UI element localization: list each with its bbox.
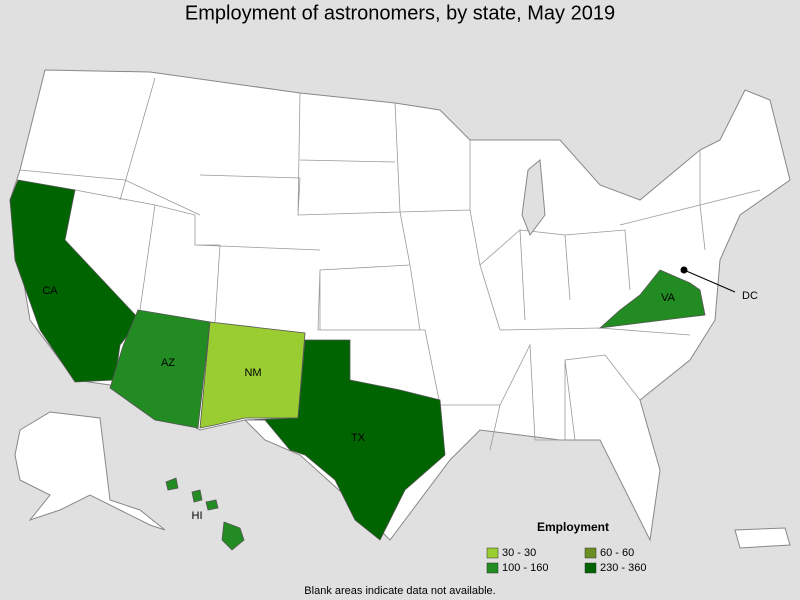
state-label: NM <box>244 367 261 379</box>
state-shape <box>221 521 245 551</box>
state-shape <box>165 477 179 491</box>
puerto-rico-outline <box>734 527 791 549</box>
state-label: CA <box>42 285 58 297</box>
legend-swatch <box>486 547 499 559</box>
state-shape <box>598 269 706 329</box>
state-label: DC <box>742 290 758 302</box>
legend-label: 60 - 60 <box>600 547 634 559</box>
legend-label: 100 - 160 <box>502 562 548 574</box>
legend-title: Employment <box>537 520 609 534</box>
lake-michigan <box>521 159 546 237</box>
state-dot <box>680 266 688 274</box>
legend-label: 230 - 360 <box>600 562 646 574</box>
alaska-outline <box>14 411 166 531</box>
state-shape <box>244 339 446 541</box>
state-label: HI <box>192 510 203 522</box>
state-shape <box>199 321 306 429</box>
state-label: AZ <box>161 357 175 369</box>
state-label: TX <box>351 432 366 444</box>
leader-line <box>683 269 736 293</box>
state-shape <box>191 489 203 503</box>
state-layer: CA AZ NM TX VA HI DC <box>9 179 758 551</box>
state-label: VA <box>661 292 676 304</box>
state-borders <box>19 77 761 451</box>
legend-swatch <box>584 562 597 574</box>
legend-label: 30 - 30 <box>502 547 536 559</box>
state-shape <box>205 499 219 511</box>
legend-swatch <box>486 562 499 574</box>
legend: 30 - 30 60 - 60 100 - 160 230 - 360 <box>486 547 646 574</box>
map-title: Employment of astronomers, by state, May… <box>185 2 615 24</box>
footnote: Blank areas indicate data not available. <box>304 585 495 597</box>
legend-swatch <box>584 547 597 559</box>
